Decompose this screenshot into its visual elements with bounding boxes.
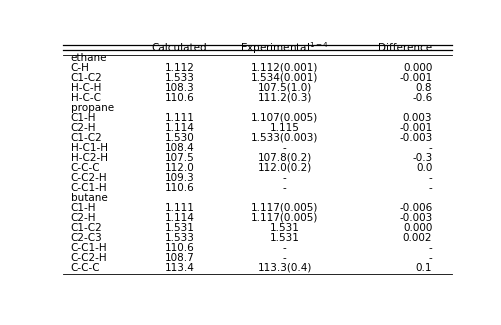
Text: C-C1-H: C-C1-H <box>70 183 107 193</box>
Text: 1.112: 1.112 <box>164 63 194 73</box>
Text: 109.3: 109.3 <box>164 173 194 183</box>
Text: -: - <box>282 173 286 183</box>
Text: -0.006: -0.006 <box>398 203 431 213</box>
Text: -0.003: -0.003 <box>398 133 431 143</box>
Text: ethane: ethane <box>70 53 107 63</box>
Text: 1.533: 1.533 <box>164 233 194 243</box>
Text: C-C-C: C-C-C <box>70 263 100 273</box>
Text: C2-H: C2-H <box>70 123 96 133</box>
Text: C-C-C: C-C-C <box>70 163 100 173</box>
Text: 0.000: 0.000 <box>402 63 431 73</box>
Text: -: - <box>428 243 431 253</box>
Text: 0.0: 0.0 <box>415 163 431 173</box>
Text: -: - <box>282 253 286 263</box>
Text: 113.3(0.4): 113.3(0.4) <box>257 263 311 273</box>
Text: H-C2-H: H-C2-H <box>70 153 107 163</box>
Text: 1.533: 1.533 <box>164 73 194 83</box>
Text: -: - <box>282 143 286 153</box>
Text: -: - <box>428 173 431 183</box>
Text: C1-C2: C1-C2 <box>70 133 102 143</box>
Text: Experimental$^{1-4}$: Experimental$^{1-4}$ <box>239 40 328 56</box>
Text: 112.0: 112.0 <box>164 163 194 173</box>
Text: 112.0(0.2): 112.0(0.2) <box>257 163 311 173</box>
Text: 1.107(0.005): 1.107(0.005) <box>250 113 318 123</box>
Text: 110.6: 110.6 <box>164 93 194 103</box>
Text: 0.000: 0.000 <box>402 223 431 233</box>
Text: H-C1-H: H-C1-H <box>70 143 107 153</box>
Text: -: - <box>282 243 286 253</box>
Text: -: - <box>428 253 431 263</box>
Text: C1-H: C1-H <box>70 113 96 123</box>
Text: 1.112(0.001): 1.112(0.001) <box>250 63 318 73</box>
Text: 1.117(0.005): 1.117(0.005) <box>250 203 318 213</box>
Text: -0.3: -0.3 <box>411 153 431 163</box>
Text: 111.2(0.3): 111.2(0.3) <box>257 93 311 103</box>
Text: butane: butane <box>70 193 107 203</box>
Text: 1.534(0.001): 1.534(0.001) <box>250 73 318 83</box>
Text: 1.117(0.005): 1.117(0.005) <box>250 213 318 223</box>
Text: H-C-H: H-C-H <box>70 83 101 93</box>
Text: 110.6: 110.6 <box>164 243 194 253</box>
Text: 108.4: 108.4 <box>164 143 194 153</box>
Text: -: - <box>428 143 431 153</box>
Text: 0.8: 0.8 <box>415 83 431 93</box>
Text: 1.115: 1.115 <box>269 123 299 133</box>
Text: 0.002: 0.002 <box>402 233 431 243</box>
Text: 110.6: 110.6 <box>164 183 194 193</box>
Text: C-C2-H: C-C2-H <box>70 173 107 183</box>
Text: -0.6: -0.6 <box>411 93 431 103</box>
Text: C2-C3: C2-C3 <box>70 233 102 243</box>
Text: 1.531: 1.531 <box>269 223 299 233</box>
Text: -0.003: -0.003 <box>398 213 431 223</box>
Text: -: - <box>428 183 431 193</box>
Text: 107.5: 107.5 <box>164 153 194 163</box>
Text: 1.114: 1.114 <box>164 213 194 223</box>
Text: -0.001: -0.001 <box>398 123 431 133</box>
Text: 1.533(0.003): 1.533(0.003) <box>250 133 318 143</box>
Text: 1.111: 1.111 <box>164 203 194 213</box>
Text: C-C1-H: C-C1-H <box>70 243 107 253</box>
Text: C1-C2: C1-C2 <box>70 73 102 83</box>
Text: 1.531: 1.531 <box>164 223 194 233</box>
Text: 1.111: 1.111 <box>164 113 194 123</box>
Text: -0.001: -0.001 <box>398 73 431 83</box>
Text: 107.8(0.2): 107.8(0.2) <box>257 153 311 163</box>
Text: C1-C2: C1-C2 <box>70 223 102 233</box>
Text: 107.5(1.0): 107.5(1.0) <box>257 83 311 93</box>
Text: 108.3: 108.3 <box>164 83 194 93</box>
Text: 1.530: 1.530 <box>164 133 194 143</box>
Text: propane: propane <box>70 103 113 113</box>
Text: H-C-C: H-C-C <box>70 93 100 103</box>
Text: C1-H: C1-H <box>70 203 96 213</box>
Text: 1.114: 1.114 <box>164 123 194 133</box>
Text: C-H: C-H <box>70 63 89 73</box>
Text: 0.1: 0.1 <box>415 263 431 273</box>
Text: 113.4: 113.4 <box>164 263 194 273</box>
Text: 1.531: 1.531 <box>269 233 299 243</box>
Text: -: - <box>282 183 286 193</box>
Text: Difference: Difference <box>377 43 431 53</box>
Text: 108.7: 108.7 <box>164 253 194 263</box>
Text: C2-H: C2-H <box>70 213 96 223</box>
Text: C-C2-H: C-C2-H <box>70 253 107 263</box>
Text: 0.003: 0.003 <box>402 113 431 123</box>
Text: Calculated: Calculated <box>151 43 207 53</box>
